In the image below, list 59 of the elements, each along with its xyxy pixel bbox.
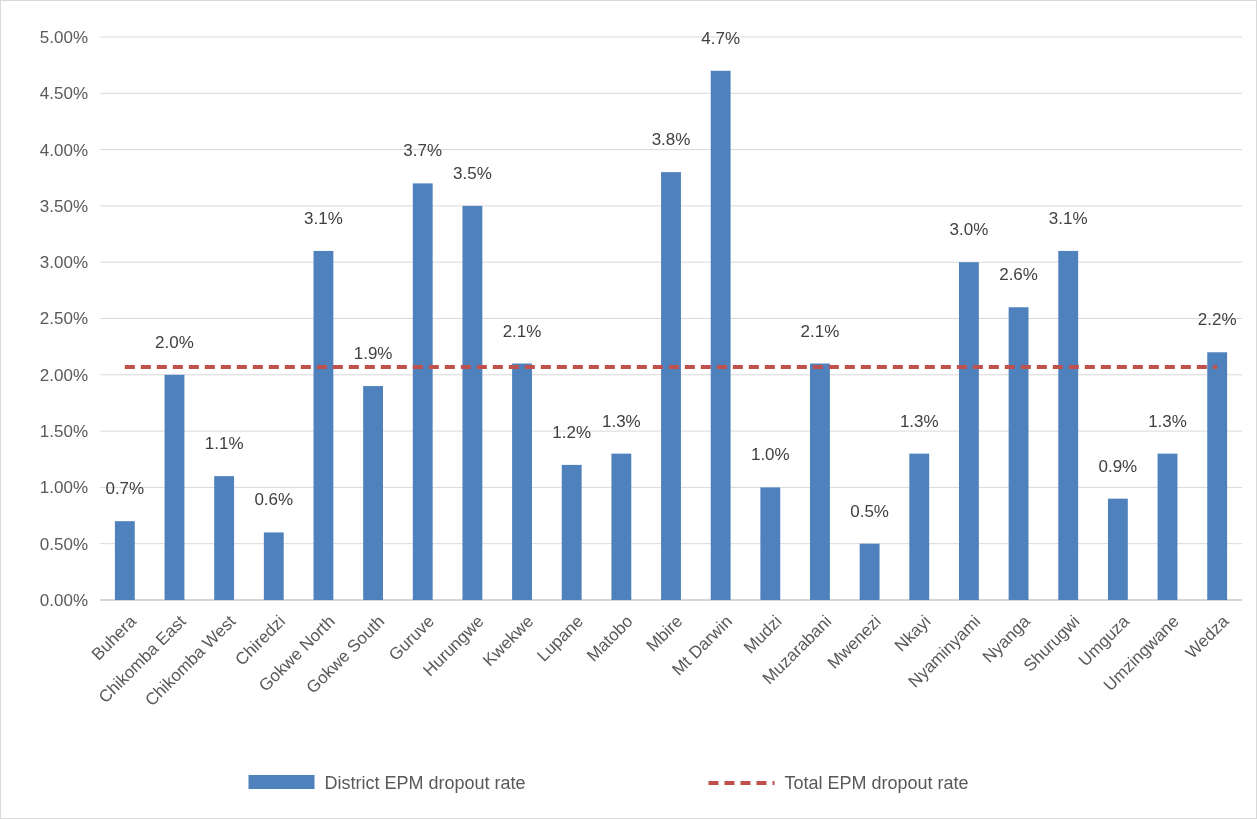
y-tick-label: 2.50%: [39, 309, 88, 329]
y-tick-label: 0.50%: [39, 534, 88, 554]
y-tick-label: 4.00%: [39, 140, 88, 160]
text: 2.2%: [1197, 310, 1237, 330]
text: 1.3%: [601, 411, 641, 431]
bar: [760, 487, 781, 600]
bar: [313, 250, 334, 600]
text: 2.6%: [999, 265, 1038, 285]
y-tick-label: 1.50%: [39, 422, 88, 442]
bar: [1058, 250, 1079, 600]
bar: [909, 453, 930, 600]
bar: [412, 183, 433, 600]
bar: [263, 532, 284, 600]
y-tick-label: 5.00%: [39, 27, 88, 47]
legend-label: District EPM dropout rate: [324, 773, 526, 794]
bar: [710, 70, 731, 600]
text: 3.8%: [651, 130, 691, 150]
text: 3.0%: [949, 220, 989, 240]
bar: [1107, 498, 1128, 600]
bar: [661, 172, 681, 600]
text: 1.9%: [353, 344, 393, 364]
text: 1.3%: [1148, 411, 1187, 431]
bar: [859, 543, 880, 600]
bar: [561, 464, 582, 600]
bar: [810, 363, 830, 600]
text: 1.1%: [204, 434, 244, 454]
y-tick-label: 2.00%: [39, 365, 88, 385]
bar: [1008, 307, 1029, 600]
text: 3.5%: [453, 163, 492, 183]
bar: [214, 476, 235, 600]
bar: [164, 374, 185, 600]
y-tick-label: 3.50%: [39, 196, 88, 216]
text: 3.7%: [403, 141, 443, 161]
text: 3.1%: [304, 208, 343, 228]
y-tick-label: 4.50%: [39, 84, 88, 104]
y-tick-label: 0.00%: [39, 590, 88, 610]
text: 2.1%: [800, 321, 840, 341]
bar: [611, 453, 632, 600]
legend-label: Total EPM dropout rate: [784, 773, 969, 794]
text: 0.9%: [1098, 456, 1138, 476]
bar: [958, 262, 979, 600]
bar: [1157, 453, 1178, 600]
y-tick-label: 1.00%: [39, 478, 88, 498]
text: 4.7%: [701, 28, 741, 48]
text: 3.1%: [1048, 208, 1088, 228]
text: 2.0%: [155, 332, 194, 352]
text: 0.7%: [105, 479, 145, 499]
text: 0.6%: [254, 490, 294, 510]
text: 1.3%: [899, 411, 939, 431]
text: 0.5%: [850, 501, 889, 521]
bar: [1207, 352, 1228, 600]
bar: [363, 386, 384, 600]
bar: [462, 205, 483, 600]
text: 2.1%: [502, 321, 542, 341]
text: 1.2%: [552, 422, 592, 442]
y-tick-label: 3.00%: [39, 253, 88, 273]
bar: [512, 363, 532, 600]
text: 1.0%: [750, 445, 790, 465]
bar: [114, 521, 135, 600]
